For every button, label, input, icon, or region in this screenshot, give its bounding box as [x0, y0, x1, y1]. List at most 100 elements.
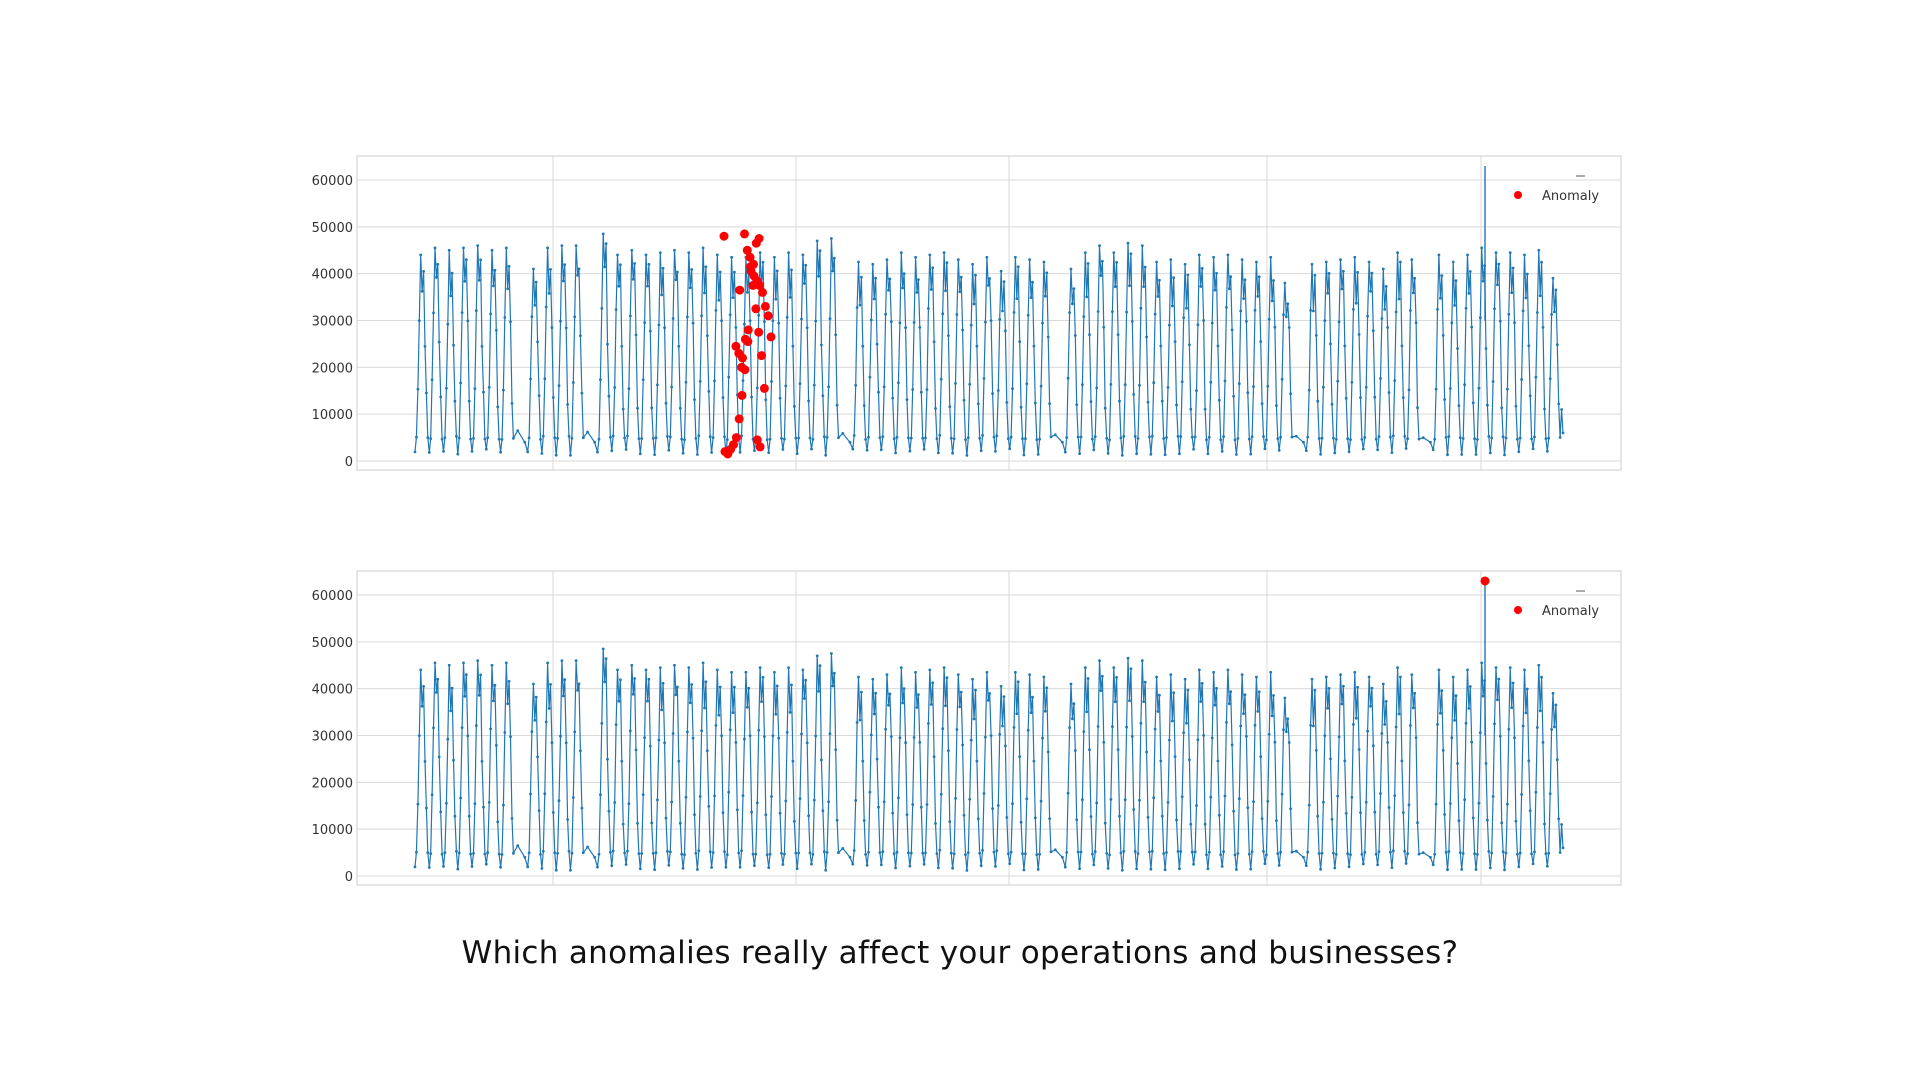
data-point: [941, 727, 945, 731]
data-point: [1394, 310, 1398, 314]
data-point: [915, 291, 919, 294]
data-point: [544, 720, 548, 724]
data-point: [489, 727, 492, 731]
data-point: [1021, 852, 1024, 856]
data-point: [1075, 818, 1079, 822]
data-point: [717, 713, 721, 717]
data-point: [1088, 333, 1091, 337]
data-point: [1083, 666, 1087, 669]
data-point: [1026, 313, 1030, 317]
data-point: [1443, 398, 1446, 401]
data-point: [909, 851, 913, 855]
data-point: [868, 790, 872, 794]
data-point: [1203, 822, 1207, 826]
data-point: [1005, 401, 1009, 404]
data-point: [1407, 803, 1411, 807]
data-point: [964, 438, 967, 441]
data-point: [995, 849, 999, 852]
data-point: [1018, 755, 1022, 759]
data-point: [1215, 686, 1218, 690]
data-point: [1160, 399, 1164, 403]
data-point: [1503, 453, 1506, 457]
data-point: [1461, 437, 1465, 440]
data-point: [1235, 868, 1238, 871]
data-point: [948, 405, 952, 408]
data-point: [1035, 853, 1039, 856]
data-point: [1024, 852, 1027, 856]
data-point: [1079, 435, 1083, 439]
data-point: [1284, 730, 1288, 734]
data-point: [862, 404, 866, 407]
data-point: [1185, 721, 1188, 725]
data-point: [1046, 335, 1050, 339]
data-point: [516, 844, 520, 847]
data-point: [1310, 677, 1314, 681]
data-point: [681, 451, 685, 455]
data-point: [467, 814, 471, 818]
data-point: [1467, 707, 1471, 710]
data-point: [1336, 794, 1340, 798]
data-point: [761, 675, 765, 679]
data-point: [1223, 379, 1227, 383]
data-point: [1011, 387, 1014, 391]
data-point: [1259, 340, 1263, 343]
data-point: [1464, 721, 1468, 725]
data-point: [668, 850, 672, 854]
data-point: [778, 811, 782, 815]
data-point: [783, 437, 786, 441]
data-point: [539, 438, 542, 441]
data-point: [1267, 732, 1271, 736]
data-point: [1525, 687, 1529, 691]
data-point: [1431, 863, 1435, 867]
caption-text: Which anomalies really affect your opera…: [461, 935, 1459, 971]
data-point: [817, 689, 820, 693]
data-point: [1541, 326, 1545, 329]
data-point: [1501, 850, 1505, 854]
data-point: [581, 436, 585, 440]
data-point: [693, 398, 696, 401]
data-point: [1329, 342, 1332, 346]
data-point: [1111, 310, 1114, 313]
data-point: [831, 684, 835, 688]
data-point: [1477, 386, 1481, 390]
data-point: [1347, 450, 1351, 454]
data-point: [919, 805, 923, 809]
data-point: [1282, 313, 1285, 317]
data-point: [862, 819, 866, 822]
data-point: [989, 734, 993, 737]
data-point: [1307, 388, 1311, 392]
data-point: [550, 326, 554, 329]
data-point: [637, 852, 641, 855]
data-point: [415, 850, 418, 854]
data-point: [965, 454, 969, 457]
data-point: [1448, 387, 1452, 390]
data-point: [1506, 802, 1509, 806]
data-point: [546, 661, 549, 665]
data-point: [745, 290, 749, 294]
data-point: [1152, 796, 1156, 800]
data-point: [701, 246, 705, 250]
data-point: [688, 286, 692, 290]
data-point: [938, 848, 942, 852]
data-point: [999, 684, 1003, 688]
data-point: [905, 398, 909, 401]
data-point: [564, 326, 568, 330]
data-point: [1503, 868, 1506, 872]
data-point: [1537, 248, 1541, 252]
data-point: [1215, 271, 1218, 275]
data-point: [494, 328, 498, 332]
data-point: [991, 807, 994, 810]
data-point: [914, 670, 917, 674]
data-point: [1523, 253, 1526, 257]
data-point: [1096, 725, 1100, 728]
data-point: [714, 724, 718, 727]
data-point: [1279, 850, 1282, 854]
chart-bottom: 0 10000 20000 30000 40000 50000 60000 Anomaly: [0, 565, 1920, 895]
data-point: [1493, 307, 1496, 311]
data-point: [429, 852, 433, 855]
data-point: [1433, 852, 1437, 856]
data-point: [663, 326, 666, 330]
data-point: [541, 849, 545, 853]
data-point: [1101, 259, 1104, 263]
data-point: [1233, 438, 1237, 442]
